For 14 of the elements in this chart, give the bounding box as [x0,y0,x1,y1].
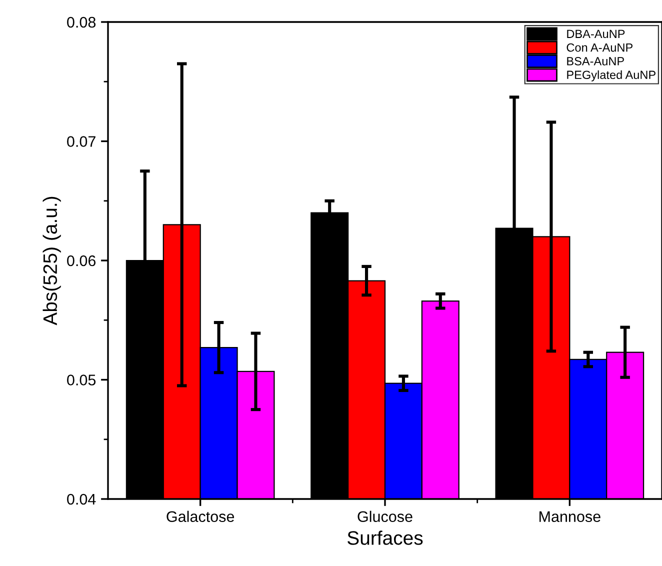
y-tick-label: 0.08 [67,16,96,28]
y-tick-label: 0.04 [67,494,96,505]
y-axis-title: Abs(525) (a.u.) [42,196,61,326]
x-tick-label: Mannose [540,511,600,522]
legend-label: Con A-AuNP [566,43,633,52]
y-tick-label: 0.05 [67,374,96,386]
legend-label: DBA-AuNP [567,30,625,38]
legend-label: PEGylated AuNP [567,70,656,82]
legend-label: BSA-AuNP [567,57,624,66]
x-tick-label: Galactose [166,510,234,522]
x-axis-title: Surfaces [348,530,423,545]
y-tick-label: 0.07 [67,136,96,147]
y-tick-label: 0.06 [67,255,96,266]
x-tick-label: Glucose [358,510,412,522]
